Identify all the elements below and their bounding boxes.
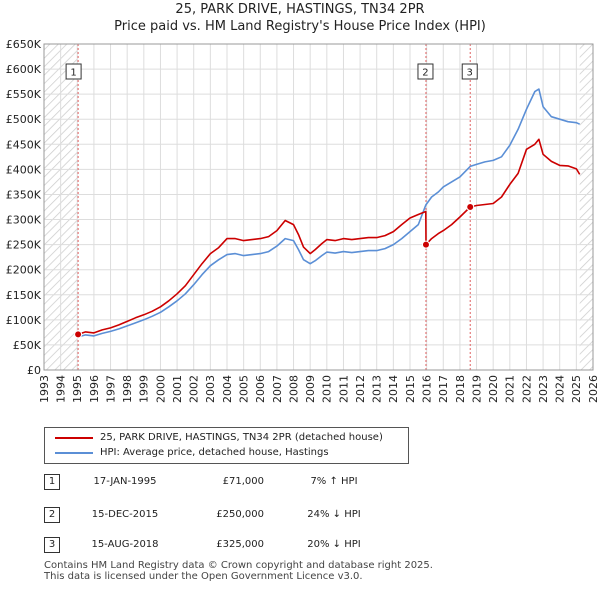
transaction-row: 2 15-DEC-2015 £250,000 24% ↓ HPI — [44, 507, 384, 523]
transaction-label-box — [417, 63, 434, 80]
transaction-label-box — [461, 63, 478, 80]
x-tick-label: 2011 — [337, 375, 350, 403]
x-tick-label: 1993 — [38, 375, 51, 403]
footer-copyright: Contains HM Land Registry data © Crown c… — [44, 560, 433, 571]
y-tick-label: £0 — [27, 364, 41, 377]
x-tick-label: 2012 — [354, 375, 367, 403]
x-tick-label: 2005 — [237, 375, 250, 403]
legend-swatch-hpi — [55, 452, 93, 454]
x-tick-label: 2000 — [154, 375, 167, 403]
x-tick-label: 1996 — [88, 375, 101, 403]
transaction-row: 3 15-AUG-2018 £325,000 20% ↓ HPI — [44, 537, 384, 553]
x-tick-label: 2014 — [387, 375, 400, 403]
transaction-number: 2 — [44, 507, 60, 523]
x-tick-label: 2026 — [587, 375, 600, 403]
y-tick-label: £250K — [6, 239, 42, 252]
x-tick-label: 1998 — [121, 375, 134, 403]
y-tick-label: £600K — [6, 63, 42, 76]
y-tick-label: £50K — [13, 339, 42, 352]
x-tick-label: 2019 — [470, 375, 483, 403]
y-tick-label: £550K — [6, 88, 42, 101]
transaction-point — [74, 330, 83, 339]
x-tick-label: 2002 — [188, 375, 201, 403]
footer-notice: Contains HM Land Registry data © Crown c… — [44, 560, 433, 582]
x-tick-label: 1995 — [71, 375, 84, 403]
series-line-hpi — [77, 88, 581, 338]
legend-label-property: 25, PARK DRIVE, HASTINGS, TN34 2PR (deta… — [100, 432, 383, 443]
chart-legend: 25, PARK DRIVE, HASTINGS, TN34 2PR (deta… — [44, 427, 409, 464]
y-tick-label: £100K — [6, 314, 42, 327]
x-tick-label: 2013 — [371, 375, 384, 403]
x-tick-label: 2010 — [321, 375, 334, 403]
y-tick-label: £450K — [6, 138, 42, 151]
transaction-hpi-diff: 24% ↓ HPI — [307, 509, 361, 520]
transaction-price: £71,000 — [222, 476, 264, 487]
transaction-hpi-diff: 20% ↓ HPI — [307, 539, 361, 550]
y-tick-label: £150K — [6, 289, 42, 302]
no-data-region — [579, 44, 593, 370]
x-tick-label: 2006 — [254, 375, 267, 403]
x-tick-label: 2003 — [204, 375, 217, 403]
x-tick-label: 1997 — [104, 375, 117, 403]
price-chart: £0 £50K £100K £150K £200K £250K £300K £350K £400… — [6, 38, 600, 403]
y-tick-label: £300K — [6, 214, 42, 227]
x-tick-label: 1999 — [138, 375, 151, 403]
x-tick-label: 2007 — [271, 375, 284, 403]
transaction-date: 15-AUG-2018 — [91, 539, 159, 550]
series-line-property — [77, 138, 581, 336]
plot-frame — [43, 43, 594, 371]
transaction-label-number: 2 — [422, 68, 428, 79]
x-tick-label: 2025 — [570, 375, 583, 403]
transaction-row: 1 17-JAN-1995 £71,000 7% ↑ HPI — [44, 474, 384, 490]
x-tick-label: 2023 — [537, 375, 550, 403]
x-tick-label: 2018 — [454, 375, 467, 403]
x-tick-label: 2022 — [520, 375, 533, 403]
transaction-label-number: 3 — [467, 68, 473, 79]
legend-swatch-property — [55, 437, 93, 439]
transaction-label-number: 1 — [70, 68, 76, 79]
transaction-point — [421, 240, 430, 249]
x-tick-label: 2008 — [287, 375, 300, 403]
x-tick-label: 1994 — [54, 375, 67, 403]
y-tick-label: £500K — [6, 113, 42, 126]
transaction-price: £325,000 — [216, 539, 264, 550]
x-tick-label: 2021 — [504, 375, 517, 403]
x-tick-label: 2016 — [420, 375, 433, 403]
transaction-label-box — [65, 63, 82, 80]
transaction-point — [466, 203, 475, 211]
transaction-date: 15-DEC-2015 — [91, 509, 159, 520]
y-tick-label: £200K — [6, 264, 42, 277]
y-tick-label: £350K — [6, 188, 42, 201]
x-tick-label: 2001 — [171, 375, 184, 403]
x-tick-label: 2020 — [487, 375, 500, 403]
x-tick-label: 2009 — [304, 375, 317, 403]
transaction-number: 1 — [44, 474, 60, 490]
legend-item-hpi: HPI: Average price, detached house, Hast… — [55, 446, 329, 460]
x-tick-label: 2024 — [554, 375, 567, 403]
transaction-hpi-diff: 7% ↑ HPI — [310, 476, 358, 487]
x-tick-label: 2015 — [404, 375, 417, 403]
transaction-date: 17-JAN-1995 — [93, 476, 157, 487]
chart-subtitle: Price paid vs. HM Land Registry's House … — [114, 19, 486, 34]
x-tick-label: 2004 — [221, 375, 234, 403]
legend-label-hpi: HPI: Average price, detached house, Hast… — [100, 447, 329, 458]
x-tick-label: 2017 — [437, 375, 450, 403]
legend-item-property: 25, PARK DRIVE, HASTINGS, TN34 2PR (deta… — [55, 431, 383, 445]
transaction-price: £250,000 — [216, 509, 264, 520]
chart-title: 25, PARK DRIVE, HASTINGS, TN34 2PR — [175, 2, 425, 17]
transaction-number: 3 — [44, 537, 60, 553]
y-tick-label: £650K — [6, 38, 42, 51]
footer-license: This data is licensed under the Open Gov… — [44, 571, 363, 582]
y-tick-label: £400K — [6, 163, 42, 176]
